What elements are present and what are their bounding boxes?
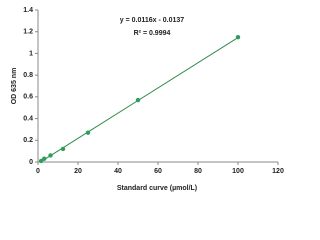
x-tick-label: 60 bbox=[154, 168, 162, 175]
y-tick-label: 0.8 bbox=[23, 72, 33, 79]
y-tick-label: 1.2 bbox=[23, 29, 33, 36]
data-point bbox=[85, 130, 91, 135]
chart: OD 635 nm Standard curve (µmol/L) y = 0.… bbox=[0, 0, 292, 200]
data-point bbox=[235, 34, 241, 40]
x-tick-label: 20 bbox=[74, 168, 82, 175]
y-tick-label: 0.4 bbox=[23, 115, 33, 122]
y-tick-label: 0.2 bbox=[23, 137, 33, 144]
data-point bbox=[42, 156, 47, 161]
trend-equation: y = 0.0116x - 0.0137 bbox=[120, 17, 185, 24]
y-tick-label: 0 bbox=[29, 159, 33, 166]
data-point bbox=[48, 153, 53, 158]
x-tick-label: 0 bbox=[36, 168, 40, 175]
data-point bbox=[135, 97, 141, 103]
trend-r2: R² = 0.9994 bbox=[134, 30, 171, 37]
data-point bbox=[38, 158, 44, 164]
y-tick-label: 0.6 bbox=[23, 94, 33, 101]
x-tick-label: 100 bbox=[232, 168, 244, 175]
y-tick-label: 1.4 bbox=[23, 7, 33, 14]
data-point bbox=[60, 146, 66, 152]
background bbox=[0, 0, 292, 200]
x-axis-label: Standard curve (µmol/L) bbox=[117, 185, 197, 192]
y-tick-label: 1 bbox=[29, 50, 33, 57]
x-tick-label: 80 bbox=[194, 168, 202, 175]
x-tick-label: 40 bbox=[114, 168, 122, 175]
y-axis-label: OD 635 nm bbox=[11, 68, 18, 105]
x-tick-label: 120 bbox=[272, 168, 284, 175]
